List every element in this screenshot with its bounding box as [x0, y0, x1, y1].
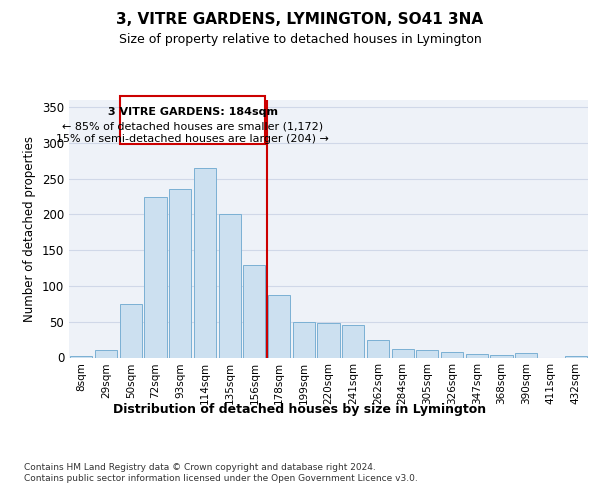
Bar: [367, 340, 389, 357]
Text: ← 85% of detached houses are smaller (1,172): ← 85% of detached houses are smaller (1,…: [62, 122, 323, 132]
Bar: [342, 324, 364, 358]
Bar: [119, 304, 142, 358]
Bar: [194, 168, 216, 358]
Bar: [490, 354, 512, 358]
FancyBboxPatch shape: [119, 96, 265, 144]
Text: Size of property relative to detached houses in Lymington: Size of property relative to detached ho…: [119, 32, 481, 46]
Text: 3, VITRE GARDENS, LYMINGTON, SO41 3NA: 3, VITRE GARDENS, LYMINGTON, SO41 3NA: [116, 12, 484, 28]
Bar: [218, 214, 241, 358]
Bar: [317, 323, 340, 358]
Bar: [95, 350, 117, 358]
Text: 15% of semi-detached houses are larger (204) →: 15% of semi-detached houses are larger (…: [56, 134, 329, 144]
Bar: [243, 264, 265, 358]
Bar: [70, 356, 92, 358]
Bar: [293, 322, 315, 358]
Bar: [268, 296, 290, 358]
Bar: [441, 352, 463, 358]
Text: 3 VITRE GARDENS: 184sqm: 3 VITRE GARDENS: 184sqm: [107, 107, 278, 117]
Y-axis label: Number of detached properties: Number of detached properties: [23, 136, 37, 322]
Text: Contains public sector information licensed under the Open Government Licence v3: Contains public sector information licen…: [24, 474, 418, 483]
Bar: [466, 354, 488, 358]
Bar: [515, 353, 538, 358]
Bar: [169, 190, 191, 358]
Bar: [416, 350, 439, 358]
Bar: [145, 196, 167, 358]
Bar: [392, 349, 414, 358]
Bar: [565, 356, 587, 358]
Text: Contains HM Land Registry data © Crown copyright and database right 2024.: Contains HM Land Registry data © Crown c…: [24, 462, 376, 471]
Text: Distribution of detached houses by size in Lymington: Distribution of detached houses by size …: [113, 402, 487, 415]
